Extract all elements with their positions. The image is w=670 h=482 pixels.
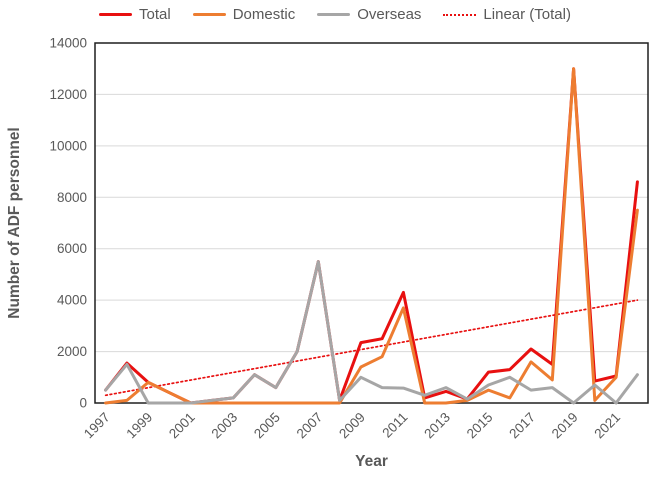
legend-item-total: Total [99, 6, 171, 23]
plot-border [94, 42, 649, 404]
legend-swatch [99, 12, 133, 17]
y-tick-label: 10000 [49, 138, 87, 153]
y-tick-label: 14000 [49, 36, 87, 51]
y-tick-label: 0 [79, 396, 87, 411]
legend-item-linear-total: Linear (Total) [443, 6, 571, 23]
x-tick-label: 2011 [379, 410, 410, 441]
legend: Total Domestic Overseas Linear (Total) [0, 6, 670, 23]
y-axis-title: Number of ADF personnel [6, 127, 23, 319]
x-tick-label: 2009 [336, 410, 368, 442]
x-tick-label: 1997 [81, 410, 113, 442]
x-tick-label: 1999 [123, 410, 155, 442]
x-tick-label: 2017 [506, 410, 538, 442]
legend-swatch [192, 12, 226, 17]
x-tick-label: 2003 [209, 410, 241, 442]
x-tick-label: 2021 [591, 410, 623, 442]
y-tick-label: 2000 [57, 344, 87, 359]
y-tick-label: 6000 [57, 241, 87, 256]
legend-swatch [317, 12, 351, 17]
x-tick-label: 2019 [549, 410, 581, 442]
y-tick-label: 8000 [57, 190, 87, 205]
legend-label: Overseas [357, 6, 422, 23]
legend-item-domestic: Domestic [192, 6, 296, 23]
legend-label: Linear (Total) [483, 6, 571, 23]
legend-label: Total [139, 6, 171, 23]
x-tick-label: 2013 [421, 410, 453, 442]
x-tick-label: 2001 [166, 410, 198, 442]
legend-label: Domestic [232, 6, 296, 23]
series-line-domestic [104, 67, 639, 405]
x-tick-label: 2007 [294, 410, 326, 442]
series-line-total [104, 67, 639, 405]
x-tick-label: 2005 [251, 410, 283, 442]
legend-item-overseas: Overseas [317, 6, 421, 23]
y-tick-label: 4000 [57, 293, 87, 308]
series-line-overseas [104, 260, 639, 405]
trendline [104, 299, 639, 397]
legend-swatch [443, 13, 477, 16]
x-tick-label: 2015 [464, 410, 496, 442]
x-axis-title: Year [355, 453, 388, 470]
y-tick-label: 12000 [49, 87, 87, 102]
